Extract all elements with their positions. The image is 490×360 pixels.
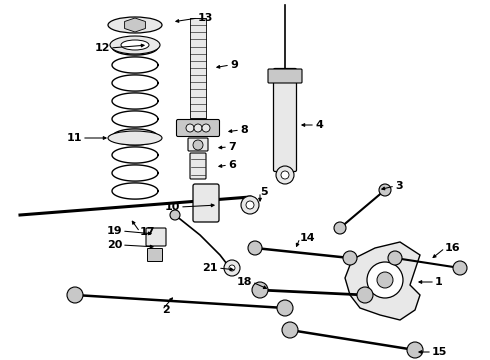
- Text: 9: 9: [230, 60, 238, 70]
- FancyBboxPatch shape: [193, 184, 219, 222]
- Text: 7: 7: [228, 142, 236, 152]
- Circle shape: [282, 322, 298, 338]
- Text: 19: 19: [106, 226, 122, 236]
- Circle shape: [407, 342, 423, 358]
- Circle shape: [241, 196, 259, 214]
- Circle shape: [67, 287, 83, 303]
- Circle shape: [229, 265, 235, 271]
- Ellipse shape: [121, 40, 149, 50]
- FancyBboxPatch shape: [268, 69, 302, 83]
- Bar: [190, 18, 206, 118]
- Circle shape: [343, 251, 357, 265]
- FancyBboxPatch shape: [147, 248, 163, 261]
- FancyBboxPatch shape: [190, 153, 206, 179]
- Text: 14: 14: [300, 233, 316, 243]
- FancyBboxPatch shape: [146, 228, 166, 246]
- Circle shape: [194, 124, 202, 132]
- Circle shape: [225, 263, 235, 273]
- Circle shape: [186, 124, 194, 132]
- Text: 3: 3: [395, 181, 403, 191]
- Circle shape: [248, 241, 262, 255]
- Circle shape: [379, 184, 391, 196]
- Text: 4: 4: [315, 120, 323, 130]
- Text: 15: 15: [432, 347, 447, 357]
- FancyBboxPatch shape: [176, 120, 220, 136]
- Text: 8: 8: [240, 125, 248, 135]
- Ellipse shape: [110, 36, 160, 54]
- Circle shape: [367, 262, 403, 298]
- Text: 6: 6: [228, 160, 236, 170]
- Circle shape: [277, 300, 293, 316]
- Text: 2: 2: [162, 305, 170, 315]
- Circle shape: [224, 260, 240, 276]
- Text: 11: 11: [67, 133, 82, 143]
- Circle shape: [357, 287, 373, 303]
- Circle shape: [202, 124, 210, 132]
- Text: 12: 12: [95, 43, 110, 53]
- Ellipse shape: [108, 17, 162, 33]
- Text: 1: 1: [435, 277, 443, 287]
- Circle shape: [252, 282, 268, 298]
- Polygon shape: [124, 18, 146, 32]
- Circle shape: [281, 171, 289, 179]
- Circle shape: [170, 210, 180, 220]
- Text: 5: 5: [260, 187, 268, 197]
- Ellipse shape: [108, 131, 162, 145]
- Polygon shape: [345, 242, 420, 320]
- Circle shape: [276, 166, 294, 184]
- Text: 16: 16: [445, 243, 461, 253]
- Text: 17: 17: [140, 227, 155, 237]
- FancyBboxPatch shape: [273, 68, 296, 171]
- Circle shape: [388, 251, 402, 265]
- Circle shape: [193, 140, 203, 150]
- Text: 20: 20: [107, 240, 122, 250]
- Circle shape: [334, 222, 346, 234]
- Circle shape: [453, 261, 467, 275]
- Text: 10: 10: [165, 202, 180, 212]
- Text: 18: 18: [237, 277, 252, 287]
- FancyBboxPatch shape: [188, 138, 208, 151]
- Text: 21: 21: [202, 263, 218, 273]
- Text: 13: 13: [198, 13, 213, 23]
- Circle shape: [377, 272, 393, 288]
- Circle shape: [246, 201, 254, 209]
